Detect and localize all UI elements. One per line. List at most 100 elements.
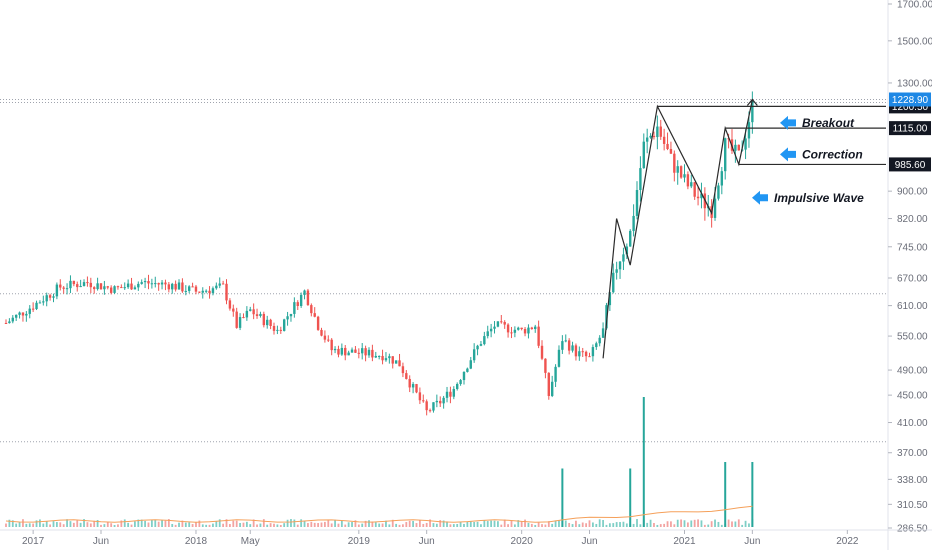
candle-body bbox=[133, 287, 137, 290]
candle-body bbox=[266, 319, 269, 326]
volume-bar bbox=[646, 522, 649, 527]
candle-body bbox=[93, 287, 96, 290]
candle-body bbox=[116, 286, 120, 288]
volume-bar bbox=[714, 519, 716, 527]
volume-bar bbox=[106, 522, 109, 527]
candle-body bbox=[639, 168, 642, 191]
candle-body bbox=[377, 355, 381, 357]
candle-body bbox=[428, 410, 432, 412]
candles bbox=[4, 91, 754, 416]
volume-bar bbox=[317, 523, 320, 527]
candle-body bbox=[299, 294, 303, 307]
y-tick-label: 410.00 bbox=[897, 418, 928, 429]
candle-body bbox=[354, 349, 357, 353]
candle-body bbox=[367, 349, 371, 356]
volume-bar bbox=[534, 524, 537, 527]
candle-body bbox=[21, 312, 25, 316]
volume-bar bbox=[262, 519, 265, 527]
volume-bar bbox=[748, 523, 750, 527]
candle-body bbox=[187, 286, 191, 291]
volume-bar bbox=[69, 521, 72, 527]
x-tick-label: Jun bbox=[93, 536, 109, 547]
candle-body bbox=[238, 317, 242, 328]
candle-body bbox=[4, 322, 8, 324]
candle-body bbox=[330, 339, 333, 351]
volume-bar bbox=[89, 523, 92, 527]
volume-bar bbox=[347, 522, 350, 527]
candle-body bbox=[181, 282, 184, 292]
volume-bar bbox=[76, 520, 79, 527]
volume-bar bbox=[632, 523, 635, 527]
candle-body bbox=[310, 305, 313, 314]
volume-bar bbox=[666, 521, 669, 527]
candle-body bbox=[45, 295, 48, 302]
y-tick-label: 370.00 bbox=[897, 448, 928, 459]
volume-bar bbox=[25, 523, 28, 527]
candle-body bbox=[221, 283, 225, 285]
candle-body bbox=[401, 366, 405, 374]
candle-body bbox=[476, 345, 479, 350]
candle-body bbox=[439, 400, 442, 404]
candle-body bbox=[683, 174, 686, 178]
candle-body bbox=[615, 269, 618, 273]
candle-body bbox=[14, 314, 18, 318]
candle-body bbox=[171, 283, 174, 290]
candle-body bbox=[59, 284, 62, 288]
volume-bar bbox=[435, 523, 438, 527]
candle-body bbox=[245, 310, 249, 318]
volume-bar bbox=[303, 520, 306, 527]
volume-bar bbox=[608, 523, 611, 527]
x-tick-label: Jun bbox=[744, 536, 760, 547]
volume-bar bbox=[83, 519, 85, 527]
volume-bar bbox=[697, 519, 699, 527]
candle-body bbox=[479, 344, 483, 346]
volume-bar bbox=[418, 520, 421, 527]
candle-body bbox=[69, 280, 72, 289]
candle-body bbox=[252, 309, 255, 315]
candle-body bbox=[316, 316, 320, 330]
volume-ma-line bbox=[5, 505, 753, 523]
volume-bar bbox=[490, 520, 493, 527]
candle-body bbox=[625, 246, 629, 255]
volume-bar bbox=[276, 524, 279, 527]
volume-bar bbox=[22, 519, 24, 527]
volume-bar bbox=[717, 521, 720, 527]
candle-body bbox=[747, 122, 751, 139]
candle-body bbox=[18, 312, 21, 315]
volume-bar bbox=[59, 522, 62, 527]
candle-body bbox=[564, 340, 567, 342]
candle-body bbox=[405, 373, 408, 379]
candle-body bbox=[418, 392, 422, 401]
volume-bar bbox=[286, 519, 289, 527]
volume-bar bbox=[700, 520, 703, 527]
volume-bar bbox=[703, 524, 706, 527]
volume-bar bbox=[429, 519, 431, 527]
candle-body bbox=[656, 126, 659, 138]
x-tick-label: 2019 bbox=[348, 536, 371, 547]
volume-bar bbox=[330, 523, 333, 527]
candle-body bbox=[269, 319, 272, 327]
candle-body bbox=[276, 329, 279, 331]
candle-body bbox=[347, 352, 350, 356]
candle-body bbox=[571, 345, 574, 351]
volume-bar bbox=[374, 522, 377, 527]
volume-bar bbox=[323, 521, 326, 527]
candle-body bbox=[184, 290, 188, 292]
candle-body bbox=[523, 329, 527, 334]
volume-bar bbox=[391, 519, 394, 527]
candle-body bbox=[150, 283, 154, 285]
volume-bar bbox=[164, 520, 167, 527]
volume-bar bbox=[49, 524, 52, 527]
candle-body bbox=[561, 341, 564, 350]
candle-body bbox=[629, 230, 632, 247]
candle-body bbox=[194, 286, 198, 292]
candle-body bbox=[62, 287, 65, 289]
volume-bar bbox=[337, 523, 340, 527]
candle-body bbox=[340, 347, 344, 355]
volume-bar bbox=[575, 520, 577, 527]
volume-spike bbox=[751, 462, 754, 527]
volume-bar bbox=[62, 524, 65, 527]
volume-bar bbox=[269, 523, 272, 527]
candle-body bbox=[167, 284, 171, 290]
volume-bar bbox=[432, 523, 435, 527]
